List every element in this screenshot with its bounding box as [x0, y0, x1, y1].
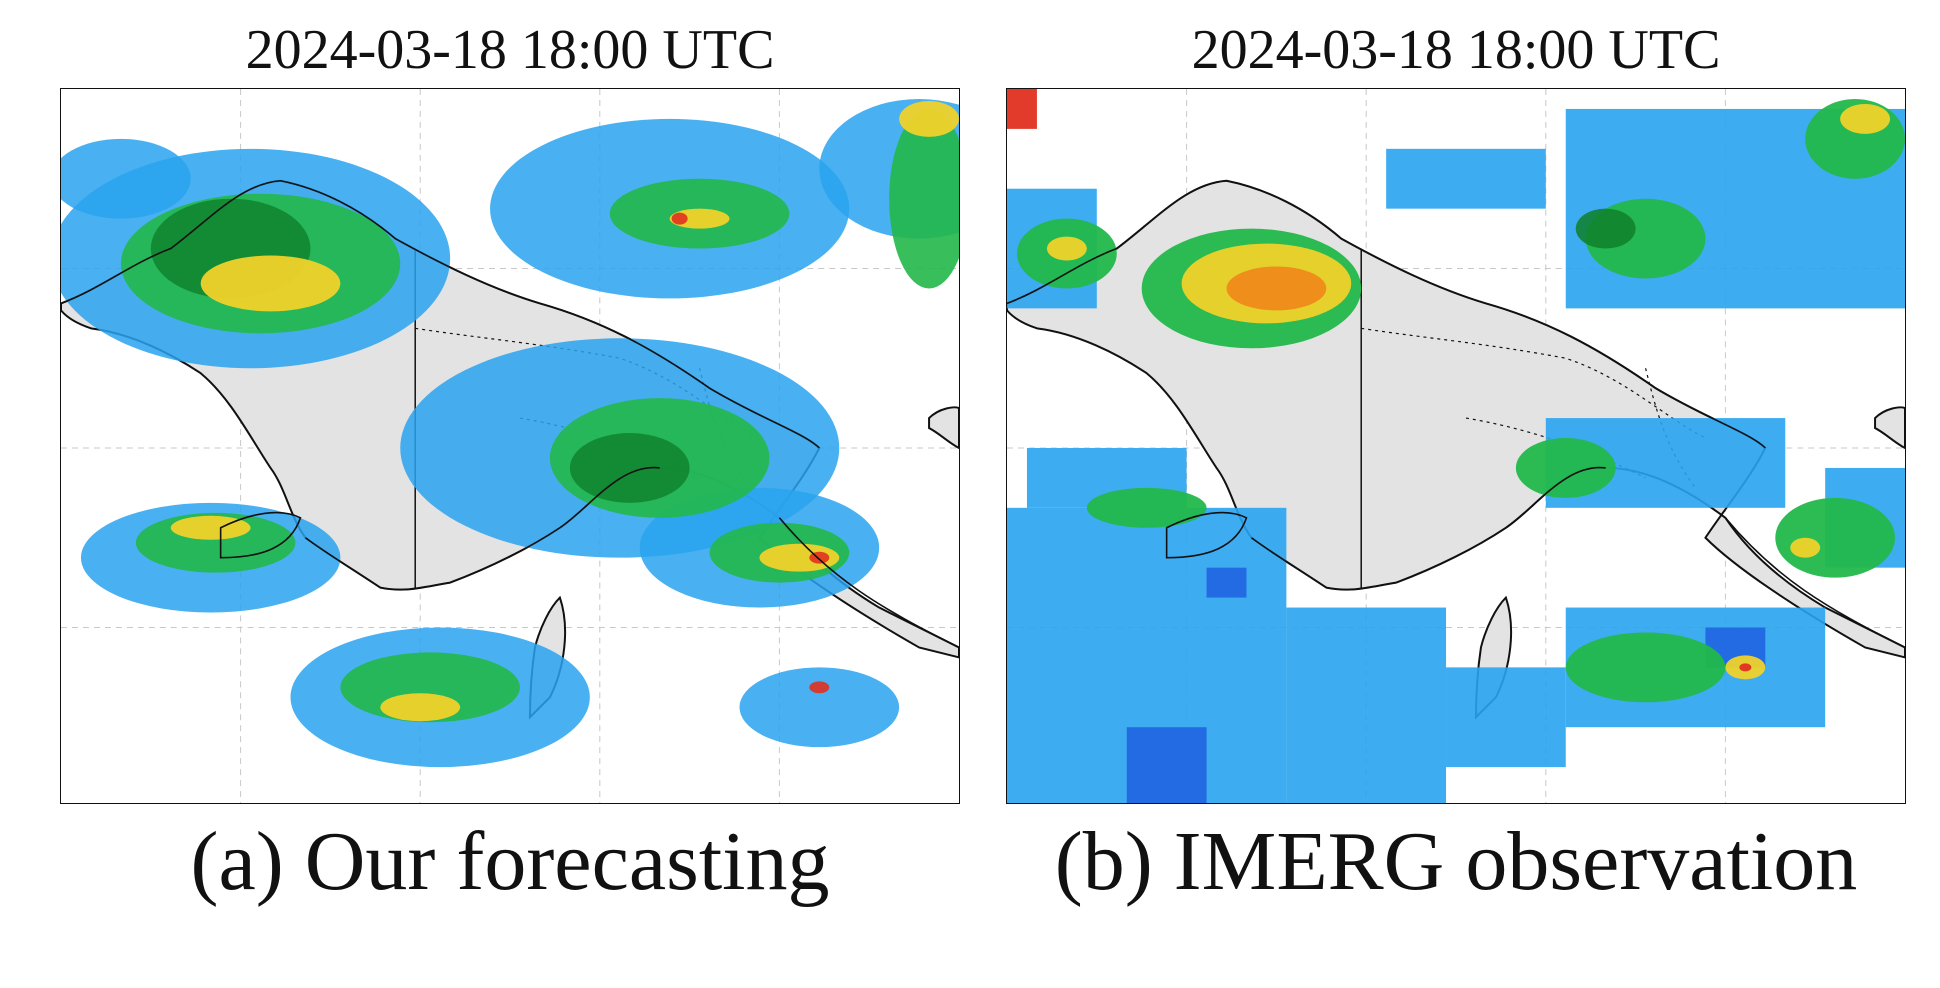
panel-a-timestamp: 2024-03-18 18:00 UTC	[245, 19, 775, 81]
precip-light	[61, 98, 959, 768]
precip-heavy	[1575, 208, 1636, 249]
panel-a-caption: (a) Our forecasting	[190, 815, 830, 908]
panel-observation: 2024-03-18 18:00 UTC	[1006, 0, 1906, 988]
precip-intense	[170, 100, 959, 722]
precip-extreme	[1007, 89, 1752, 672]
coastline-overlay	[61, 179, 959, 649]
forecast-map	[60, 88, 960, 804]
panel-forecast: 2024-03-18 18:00 UTC	[60, 0, 960, 988]
panel-b-timestamp: 2024-03-18 18:00 UTC	[1191, 19, 1721, 81]
precip-strong	[1226, 266, 1327, 311]
panel-b-caption: (b) IMERG observation	[1054, 815, 1858, 908]
observation-map	[1006, 88, 1906, 804]
coastline-overlay	[1007, 179, 1905, 649]
forecast-map-canvas	[61, 89, 959, 803]
observation-map-canvas	[1007, 89, 1905, 803]
